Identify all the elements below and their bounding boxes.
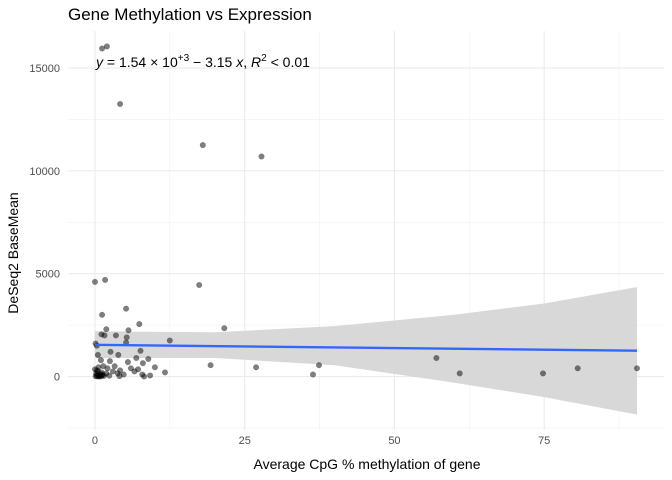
equation-r: R	[251, 54, 261, 70]
data-point	[207, 362, 214, 369]
equation-r-exponent: 2	[261, 53, 267, 64]
data-point	[124, 359, 131, 366]
data-point	[103, 326, 110, 333]
data-point	[253, 364, 260, 371]
data-point	[115, 351, 122, 358]
y-axis-title: DeSeq2 BaseMean	[5, 192, 21, 313]
data-point	[133, 355, 140, 362]
data-point	[97, 357, 104, 364]
data-point	[123, 305, 130, 312]
data-points	[91, 43, 641, 380]
data-point	[137, 347, 144, 354]
chart-title: Gene Methylation vs Expression	[68, 5, 312, 24]
x-tick-label: 50	[388, 435, 400, 447]
x-axis-title: Average CpG % methylation of gene	[254, 456, 481, 472]
y-tick-label: 10000	[29, 166, 60, 178]
x-axis-ticks: 0 25 50 75	[92, 435, 550, 447]
data-point	[99, 45, 106, 52]
data-point	[109, 368, 116, 375]
y-tick-label: 0	[54, 372, 60, 384]
data-point	[151, 364, 158, 371]
y-tick-label: 5000	[36, 269, 60, 281]
confidence-band	[95, 287, 637, 415]
data-point	[161, 369, 168, 376]
data-point	[117, 100, 124, 107]
x-tick-label: 75	[538, 435, 550, 447]
data-point	[111, 363, 118, 370]
data-point	[456, 370, 463, 377]
data-point	[139, 360, 146, 367]
x-tick-label: 0	[92, 435, 98, 447]
equation-part-c: ,	[243, 54, 251, 70]
data-point	[91, 278, 98, 285]
data-point	[135, 366, 142, 373]
equation-part-a: = 1.54 × 10	[103, 54, 178, 70]
data-point	[101, 332, 108, 339]
y-axis-ticks: 0 5000 10000 15000	[29, 63, 60, 384]
data-point	[145, 356, 152, 363]
data-point	[106, 372, 113, 379]
regression-equation: y = 1.54 × 10+3 − 3.15 x, R2 < 0.01	[95, 53, 310, 70]
data-point	[634, 365, 641, 372]
data-point	[166, 337, 173, 344]
data-point	[196, 282, 203, 289]
y-tick-label: 15000	[29, 63, 60, 75]
data-point	[104, 365, 111, 372]
data-point	[433, 355, 440, 362]
data-point	[99, 311, 106, 318]
equation-x: x	[235, 54, 244, 70]
data-point	[136, 321, 143, 328]
equation-y: y	[95, 54, 104, 70]
data-point	[147, 372, 154, 379]
data-point	[141, 373, 148, 380]
data-point	[316, 362, 323, 369]
data-point	[102, 276, 109, 283]
data-point	[107, 348, 114, 355]
data-point	[99, 371, 106, 378]
data-point	[258, 153, 265, 160]
data-point	[103, 43, 110, 50]
data-point	[94, 351, 101, 358]
x-tick-label: 25	[239, 435, 251, 447]
data-point	[112, 332, 119, 339]
data-point	[574, 365, 581, 372]
data-point	[125, 327, 132, 334]
data-point	[310, 371, 317, 378]
data-point	[199, 142, 206, 149]
data-point	[123, 334, 130, 341]
equation-part-d: < 0.01	[267, 54, 310, 70]
data-point	[221, 325, 228, 332]
data-point	[106, 358, 113, 365]
equation-part-b: − 3.15	[189, 54, 236, 70]
data-point	[540, 370, 547, 377]
data-point	[116, 373, 123, 380]
regression-line	[94, 343, 638, 352]
equation-exponent: +3	[178, 53, 190, 64]
